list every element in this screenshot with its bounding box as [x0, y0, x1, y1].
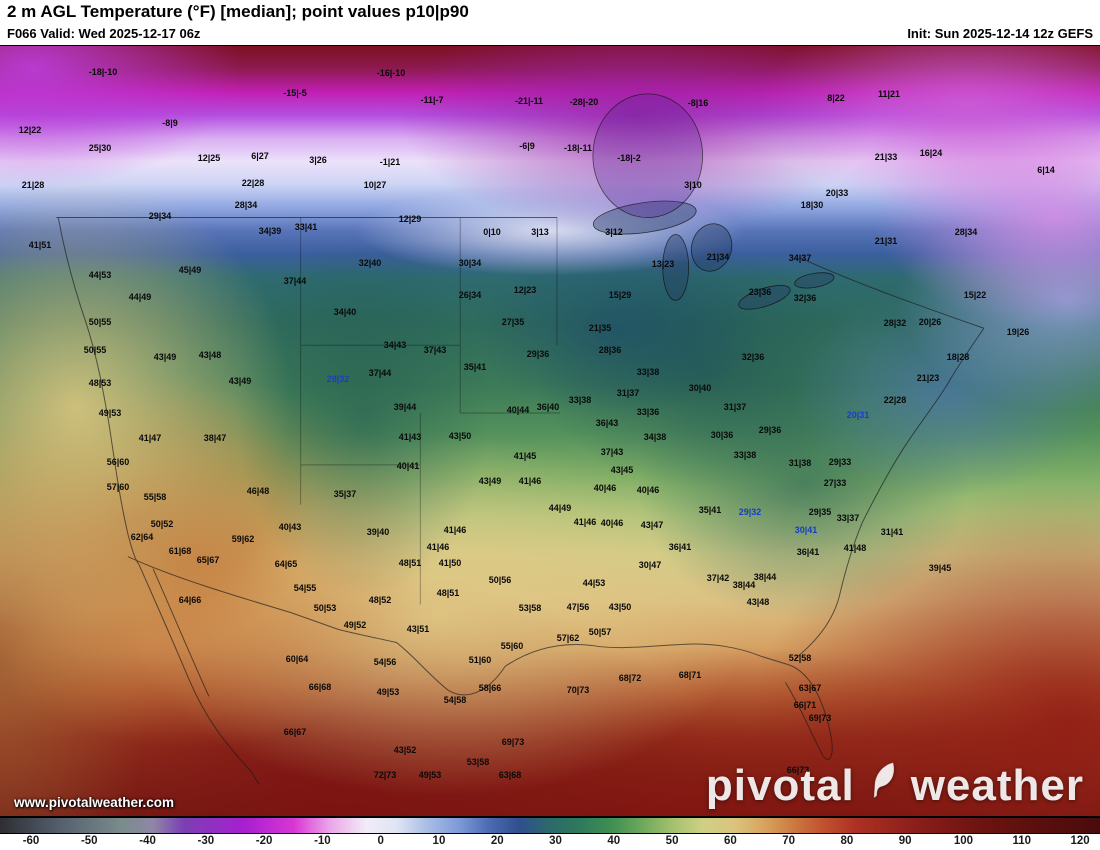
colorbar-tick-label: 100 [953, 835, 974, 847]
colorbar-tick-label: -60 [22, 835, 40, 847]
hudson-bay [592, 93, 704, 218]
colorbar-tick-label: 20 [490, 835, 504, 847]
page-title: 2 m AGL Temperature (°F) [median]; point… [7, 2, 469, 21]
colorbar-tick-label: -20 [255, 835, 273, 847]
init-time-label: Init: Sun 2025-12-14 12z GEFS [907, 26, 1093, 41]
colorbar-tick-label: 60 [723, 835, 737, 847]
colorbar-tick-label: 120 [1070, 835, 1090, 847]
map-geography-overlay [56, 93, 985, 785]
colorbar-ticks: -60 -50 -40 -30 -20 -10 0 10 20 30 40 50 60 70 80 90 100… [0, 835, 1100, 850]
colorbar-tick-label: 50 [665, 835, 679, 847]
brand-word-pivotal: pivotal [705, 760, 855, 810]
valid-time-label: F066 Valid: Wed 2025-12-17 06z [7, 26, 201, 41]
colorbar-tick-label: 10 [432, 835, 446, 847]
colorbar-tick-label: 90 [898, 835, 912, 847]
brand-word-weather: weather [910, 760, 1084, 810]
colorbar-tick-label: -30 [197, 835, 215, 847]
colorbar-tick-label: 40 [607, 835, 621, 847]
header: 2 m AGL Temperature (°F) [median]; point… [0, 0, 1100, 45]
colorbar-tick-label: 70 [782, 835, 796, 847]
colorbar-tick-label: 0 [377, 835, 384, 847]
colorbar-tick-label: 110 [1012, 835, 1032, 847]
colorbar-tick-label: 80 [840, 835, 854, 847]
temperature-map-canvas[interactable] [0, 45, 1100, 817]
colorbar-tick-label: 30 [549, 835, 562, 847]
watermark-url: www.pivotalweather.com [14, 795, 175, 810]
colorbar-tick-label: -40 [139, 835, 156, 847]
colorbar-tick-label: -10 [314, 835, 331, 847]
colorbar-tick-label: -50 [80, 835, 98, 847]
great-lakes [592, 200, 835, 310]
coastline [56, 217, 985, 785]
feather-icon [863, 760, 903, 811]
colorbar [0, 817, 1100, 834]
state-borders [300, 217, 560, 605]
brand-watermark: pivotal weather [706, 760, 1084, 811]
